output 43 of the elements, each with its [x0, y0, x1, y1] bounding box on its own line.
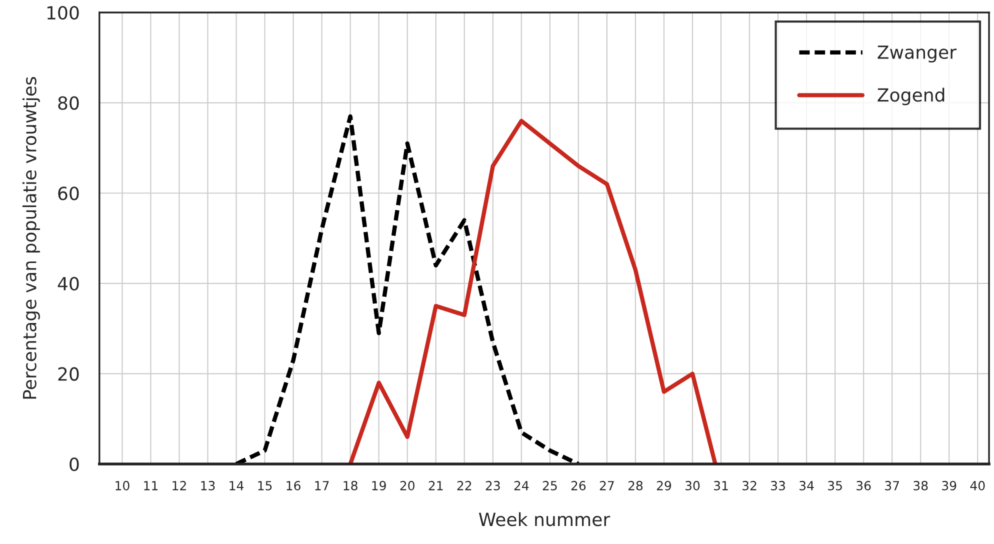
y-axis-title: Percentage van populatie vrouwtjes	[22, 77, 40, 399]
x-tick-label: 24	[514, 480, 529, 490]
x-tick-label: 14	[230, 481, 244, 490]
x-tick-label: 34	[800, 480, 814, 490]
x-tick-label: 31	[714, 480, 728, 490]
x-tick-label: 29	[656, 480, 672, 490]
legend-label: Zwanger	[878, 46, 957, 62]
x-tick-label: 13	[201, 480, 215, 490]
x-tick-label: 25	[542, 480, 557, 490]
y-tick-label: 80	[58, 96, 79, 110]
x-tick-label: 11	[144, 481, 158, 490]
y-tick-label: 100	[47, 6, 79, 20]
x-tick-label: 21	[428, 480, 443, 490]
x-tick-label: 18	[344, 480, 358, 490]
y-tick-label: 60	[58, 186, 79, 200]
x-tick-label: 22	[457, 480, 472, 490]
y-tick-label: 0	[70, 457, 79, 472]
y-tick-label: 40	[58, 276, 79, 291]
x-tick-label: 17	[315, 481, 329, 490]
x-tick-label: 20	[400, 480, 414, 490]
x-tick-label: 39	[942, 480, 956, 490]
x-tick-label: 27	[600, 480, 614, 490]
x-tick-label: 38	[914, 480, 928, 490]
x-tick-label: 35	[828, 480, 842, 490]
x-axis-title: Week nummer	[478, 512, 610, 526]
line-series	[348, 118, 718, 464]
x-tick-label: 32	[742, 480, 756, 490]
x-tick-label: 37	[885, 480, 899, 490]
y-tick-label: 20	[58, 367, 79, 381]
x-tick-label: 10	[116, 480, 130, 490]
x-tick-label: 26	[571, 480, 586, 490]
x-tick-label: 16	[286, 480, 300, 490]
x-tick-label: 19	[372, 480, 386, 490]
x-tick-label: 40	[970, 480, 985, 490]
x-tick-label: 33	[771, 480, 785, 490]
legend-label: Zogend	[878, 88, 944, 106]
x-tick-label: 12	[172, 480, 186, 490]
x-tick-label: 28	[628, 480, 643, 490]
x-tick-label: 23	[486, 480, 500, 490]
x-tick-label: 36	[856, 480, 871, 490]
x-tick-label: 15	[258, 481, 272, 490]
x-tick-label: 30	[685, 480, 700, 490]
line-series	[234, 114, 581, 464]
